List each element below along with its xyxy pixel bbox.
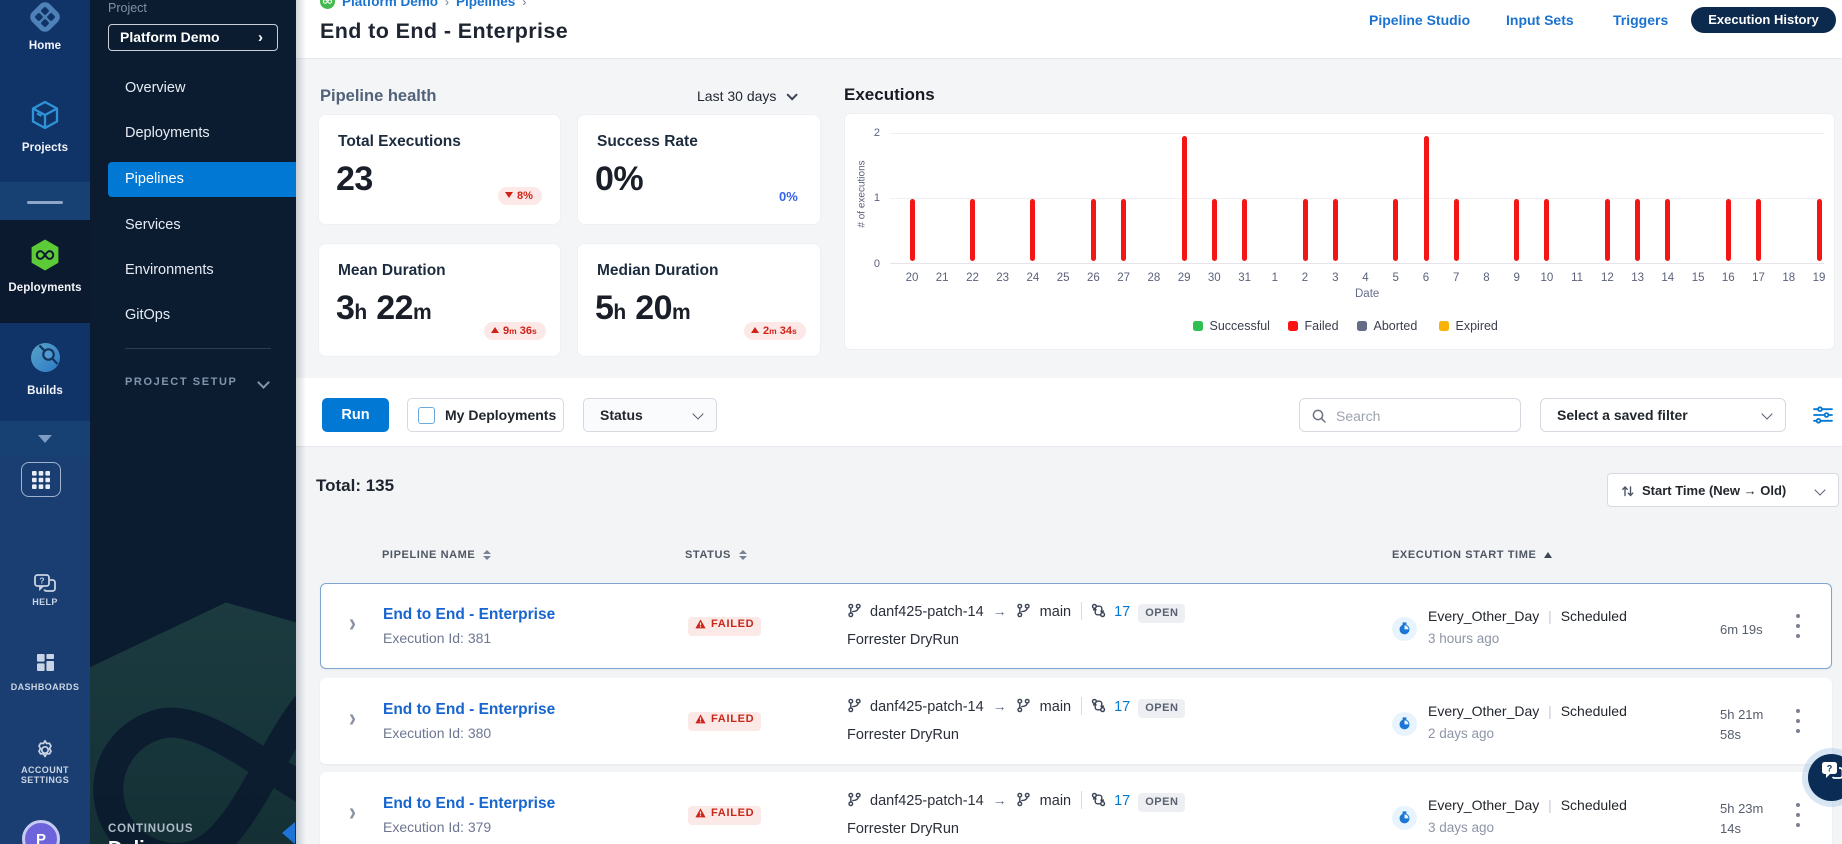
- svg-text:?: ?: [39, 576, 44, 586]
- svg-text:?: ?: [1826, 764, 1832, 774]
